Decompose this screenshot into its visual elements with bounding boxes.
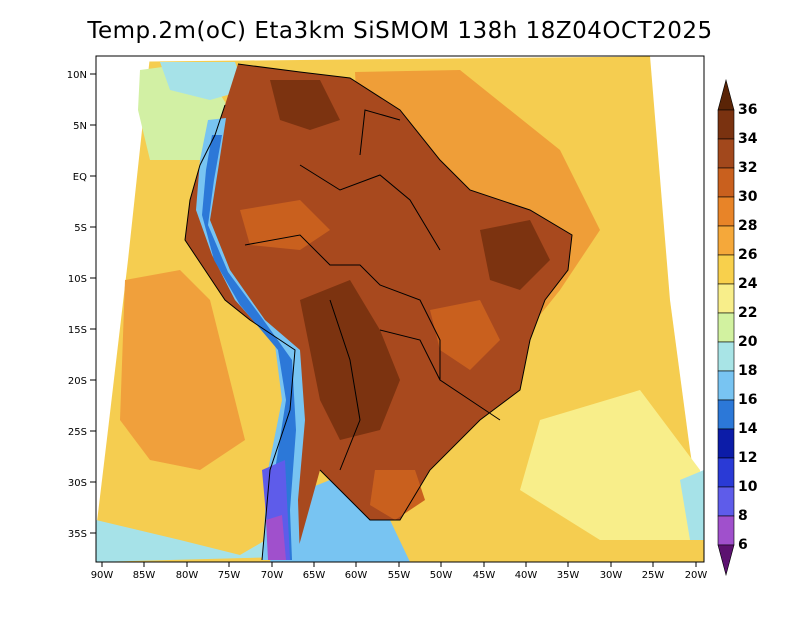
lat-label: 35S — [68, 529, 87, 540]
map-area — [96, 56, 704, 562]
colorbar-label: 10 — [738, 479, 758, 495]
colorbar-label: 16 — [738, 392, 757, 408]
colorbar-label: 6 — [738, 537, 748, 553]
colorbar-segment — [717, 138, 735, 169]
lat-label: 5N — [73, 121, 87, 132]
colorbar-label: 26 — [738, 247, 757, 263]
colorbar-label: 8 — [738, 508, 748, 524]
ocean-cooler-east — [520, 390, 704, 540]
longitude-axis: 90W 85W 80W 75W 70W 65W 60W 55W 50W 45W … — [91, 562, 708, 581]
projection-edge-right — [650, 56, 704, 540]
colorbar-label: 20 — [738, 334, 758, 350]
colorbar-label: 14 — [738, 421, 758, 437]
colorbar-segments — [717, 78, 735, 577]
lon-label: 55W — [388, 570, 411, 581]
andes-purple — [266, 515, 286, 560]
colorbar-segment — [717, 225, 735, 256]
colorbar-segment — [717, 341, 735, 372]
map-frame — [95, 55, 705, 563]
land-warm-patch — [240, 200, 330, 250]
lon-label: 30W — [600, 570, 623, 581]
chart-title: Temp.2m(oC) Eta3km SiSMOM 138h 18Z04OCT2… — [87, 18, 713, 44]
colorbar-label: 18 — [738, 363, 757, 379]
colorbar: 36 34 32 30 28 26 24 22 20 18 16 14 12 1… — [717, 78, 758, 577]
lon-label: 80W — [176, 570, 199, 581]
lat-label: 30S — [68, 478, 87, 489]
lon-label: 25W — [642, 570, 665, 581]
colorbar-labels: 36 34 32 30 28 26 24 22 20 18 16 14 12 1… — [738, 102, 758, 553]
land-warm-patch-south — [370, 470, 425, 520]
colorbar-segment — [717, 428, 735, 459]
borders — [184, 63, 573, 561]
colorbar-segment — [717, 283, 735, 314]
colorbar-segment — [717, 457, 735, 488]
lon-label: 50W — [430, 570, 453, 581]
andes-cool-outer — [196, 118, 305, 560]
colorbar-label: 12 — [738, 450, 757, 466]
colorbar-label: 22 — [738, 305, 757, 321]
colorbar-label: 32 — [738, 160, 757, 176]
land-very-hot-north — [270, 80, 340, 130]
lat-label: 5S — [74, 223, 87, 234]
colorbar-label: 30 — [738, 189, 758, 205]
lat-label: EQ — [73, 172, 87, 183]
lat-label: 20S — [68, 376, 87, 387]
ocean-coolest-east — [680, 470, 704, 540]
lon-label: 85W — [133, 570, 156, 581]
colorbar-segment — [717, 486, 735, 517]
lon-label: 40W — [515, 570, 538, 581]
colorbar-label: 34 — [738, 131, 758, 147]
lat-label: 10N — [67, 70, 87, 81]
colorbar-segment — [717, 167, 735, 198]
land-warm-patch-2 — [430, 300, 500, 370]
ocean-hot-pacific — [120, 270, 245, 470]
lon-label: 60W — [345, 570, 368, 581]
colorbar-label: 24 — [738, 276, 758, 292]
lat-label: 15S — [68, 325, 87, 336]
colorbar-label: 36 — [738, 102, 757, 118]
colorbar-segment — [717, 312, 735, 343]
colorbar-segment — [717, 370, 735, 401]
lon-label: 45W — [473, 570, 496, 581]
colorbar-segment — [717, 399, 735, 430]
colorbar-arrow-top — [717, 78, 735, 111]
colorbar-segment — [717, 515, 735, 546]
lat-label: 25S — [68, 427, 87, 438]
ocean-cool-caribbean — [160, 62, 245, 100]
colorbar-label: 28 — [738, 218, 757, 234]
colorbar-segment — [717, 254, 735, 285]
lat-label: 10S — [68, 274, 87, 285]
lon-label: 35W — [557, 570, 580, 581]
latitude-axis: 10N 5N EQ 5S 10S 15S 20S 25S 30S 35S — [67, 70, 96, 540]
colorbar-segment — [717, 196, 735, 227]
colorbar-segment — [717, 109, 735, 140]
lon-label: 70W — [261, 570, 284, 581]
lon-label: 20W — [685, 570, 708, 581]
lon-label: 75W — [218, 570, 241, 581]
land-very-hot-east — [480, 220, 550, 290]
lon-label: 90W — [91, 570, 114, 581]
lon-label: 65W — [303, 570, 326, 581]
colorbar-arrow-bottom — [717, 544, 735, 577]
projection-edge-left — [96, 56, 150, 530]
